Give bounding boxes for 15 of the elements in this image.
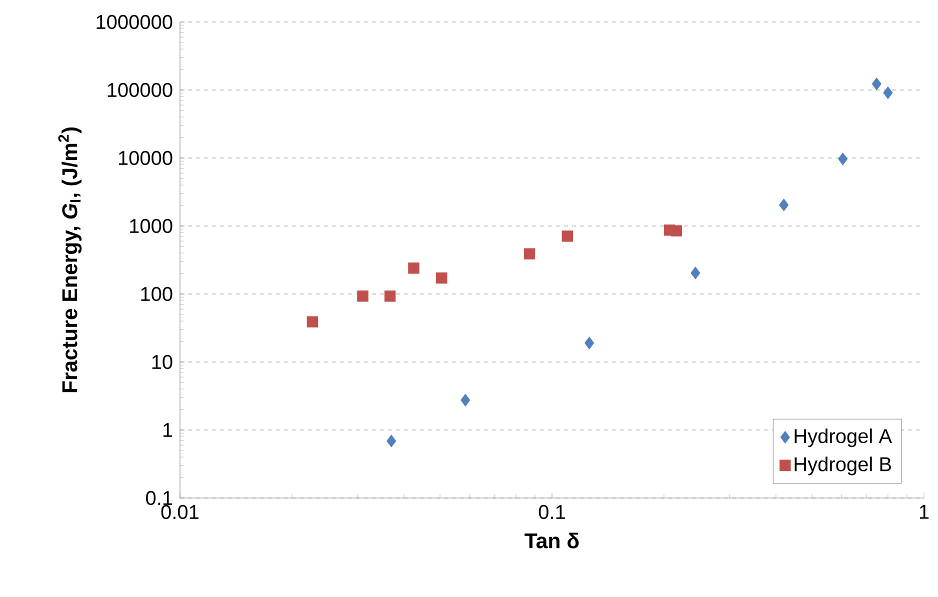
y-tick-label: 100: [141, 286, 172, 302]
y-tick-label: 100000: [108, 82, 172, 98]
y-axis-title: Fracture Energy, G$_{I}$, (J/m$^{2}$): [58, 128, 82, 392]
x-tick-label: 0.1: [538, 504, 565, 520]
legend-label: Hydrogel A: [794, 428, 892, 448]
y-tick-label: 1000000: [96, 14, 172, 30]
legend-label: Hydrogel B: [794, 456, 891, 476]
x-tick-label: 0.01: [161, 504, 198, 520]
y-tick-label: 1: [163, 423, 172, 437]
y-tick-label: 10: [152, 354, 172, 370]
y-tick-label: 0.1: [146, 490, 172, 506]
y-tick-label: 1000: [130, 218, 172, 234]
x-tick-label: 1: [920, 504, 929, 519]
y-tick-label: 10000: [118, 150, 172, 166]
x-axis-title: Tan δ: [524, 532, 579, 548]
